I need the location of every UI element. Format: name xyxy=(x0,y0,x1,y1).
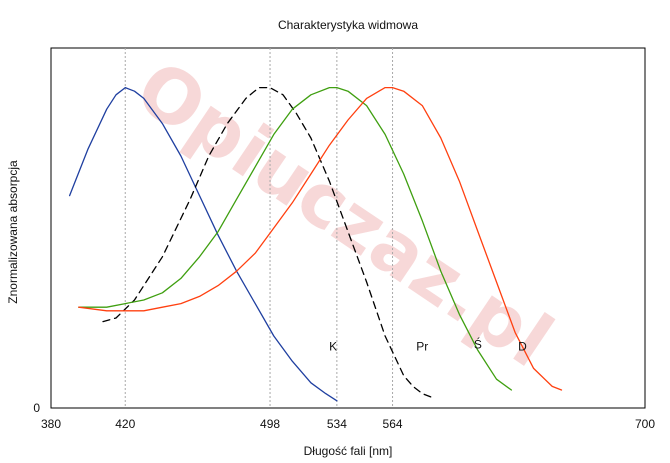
series-line-ś xyxy=(78,86,513,391)
x-tick-label-700: 700 xyxy=(635,417,655,431)
x-tick-label-498: 498 xyxy=(260,417,280,431)
x-axis-label: Długość fali [nm] xyxy=(304,444,393,458)
y-axis-label: Znormalizowana absorpcja xyxy=(6,160,20,304)
series-line-dashed-1 xyxy=(102,86,433,398)
chart-title: Charakterystyka widmowa xyxy=(278,18,418,32)
tick-labels: 380 420 498 534 564 700 0 xyxy=(33,401,655,431)
curve-label-0: K xyxy=(329,339,337,353)
curve-labels: K Pr Ś D xyxy=(329,337,527,354)
watermark-text: Opiuczaz.pl xyxy=(121,44,567,384)
curve-label-3: D xyxy=(518,339,527,353)
curve-label-2: Ś xyxy=(474,337,482,352)
series-layer xyxy=(68,86,563,402)
x-tick-label-534: 534 xyxy=(327,417,347,431)
series-line-d xyxy=(78,86,563,391)
grid-lines xyxy=(124,48,394,408)
x-tick-label-564: 564 xyxy=(383,417,403,431)
x-tick-label-420: 420 xyxy=(115,417,135,431)
plot-area-frame xyxy=(50,47,646,409)
curve-label-1: Pr xyxy=(416,339,428,353)
x-tick-label-380: 380 xyxy=(41,417,61,431)
watermark-logo: Opiuczaz.pl xyxy=(121,44,567,384)
y-tick-label-0: 0 xyxy=(33,401,40,415)
series-line-k xyxy=(68,86,338,402)
